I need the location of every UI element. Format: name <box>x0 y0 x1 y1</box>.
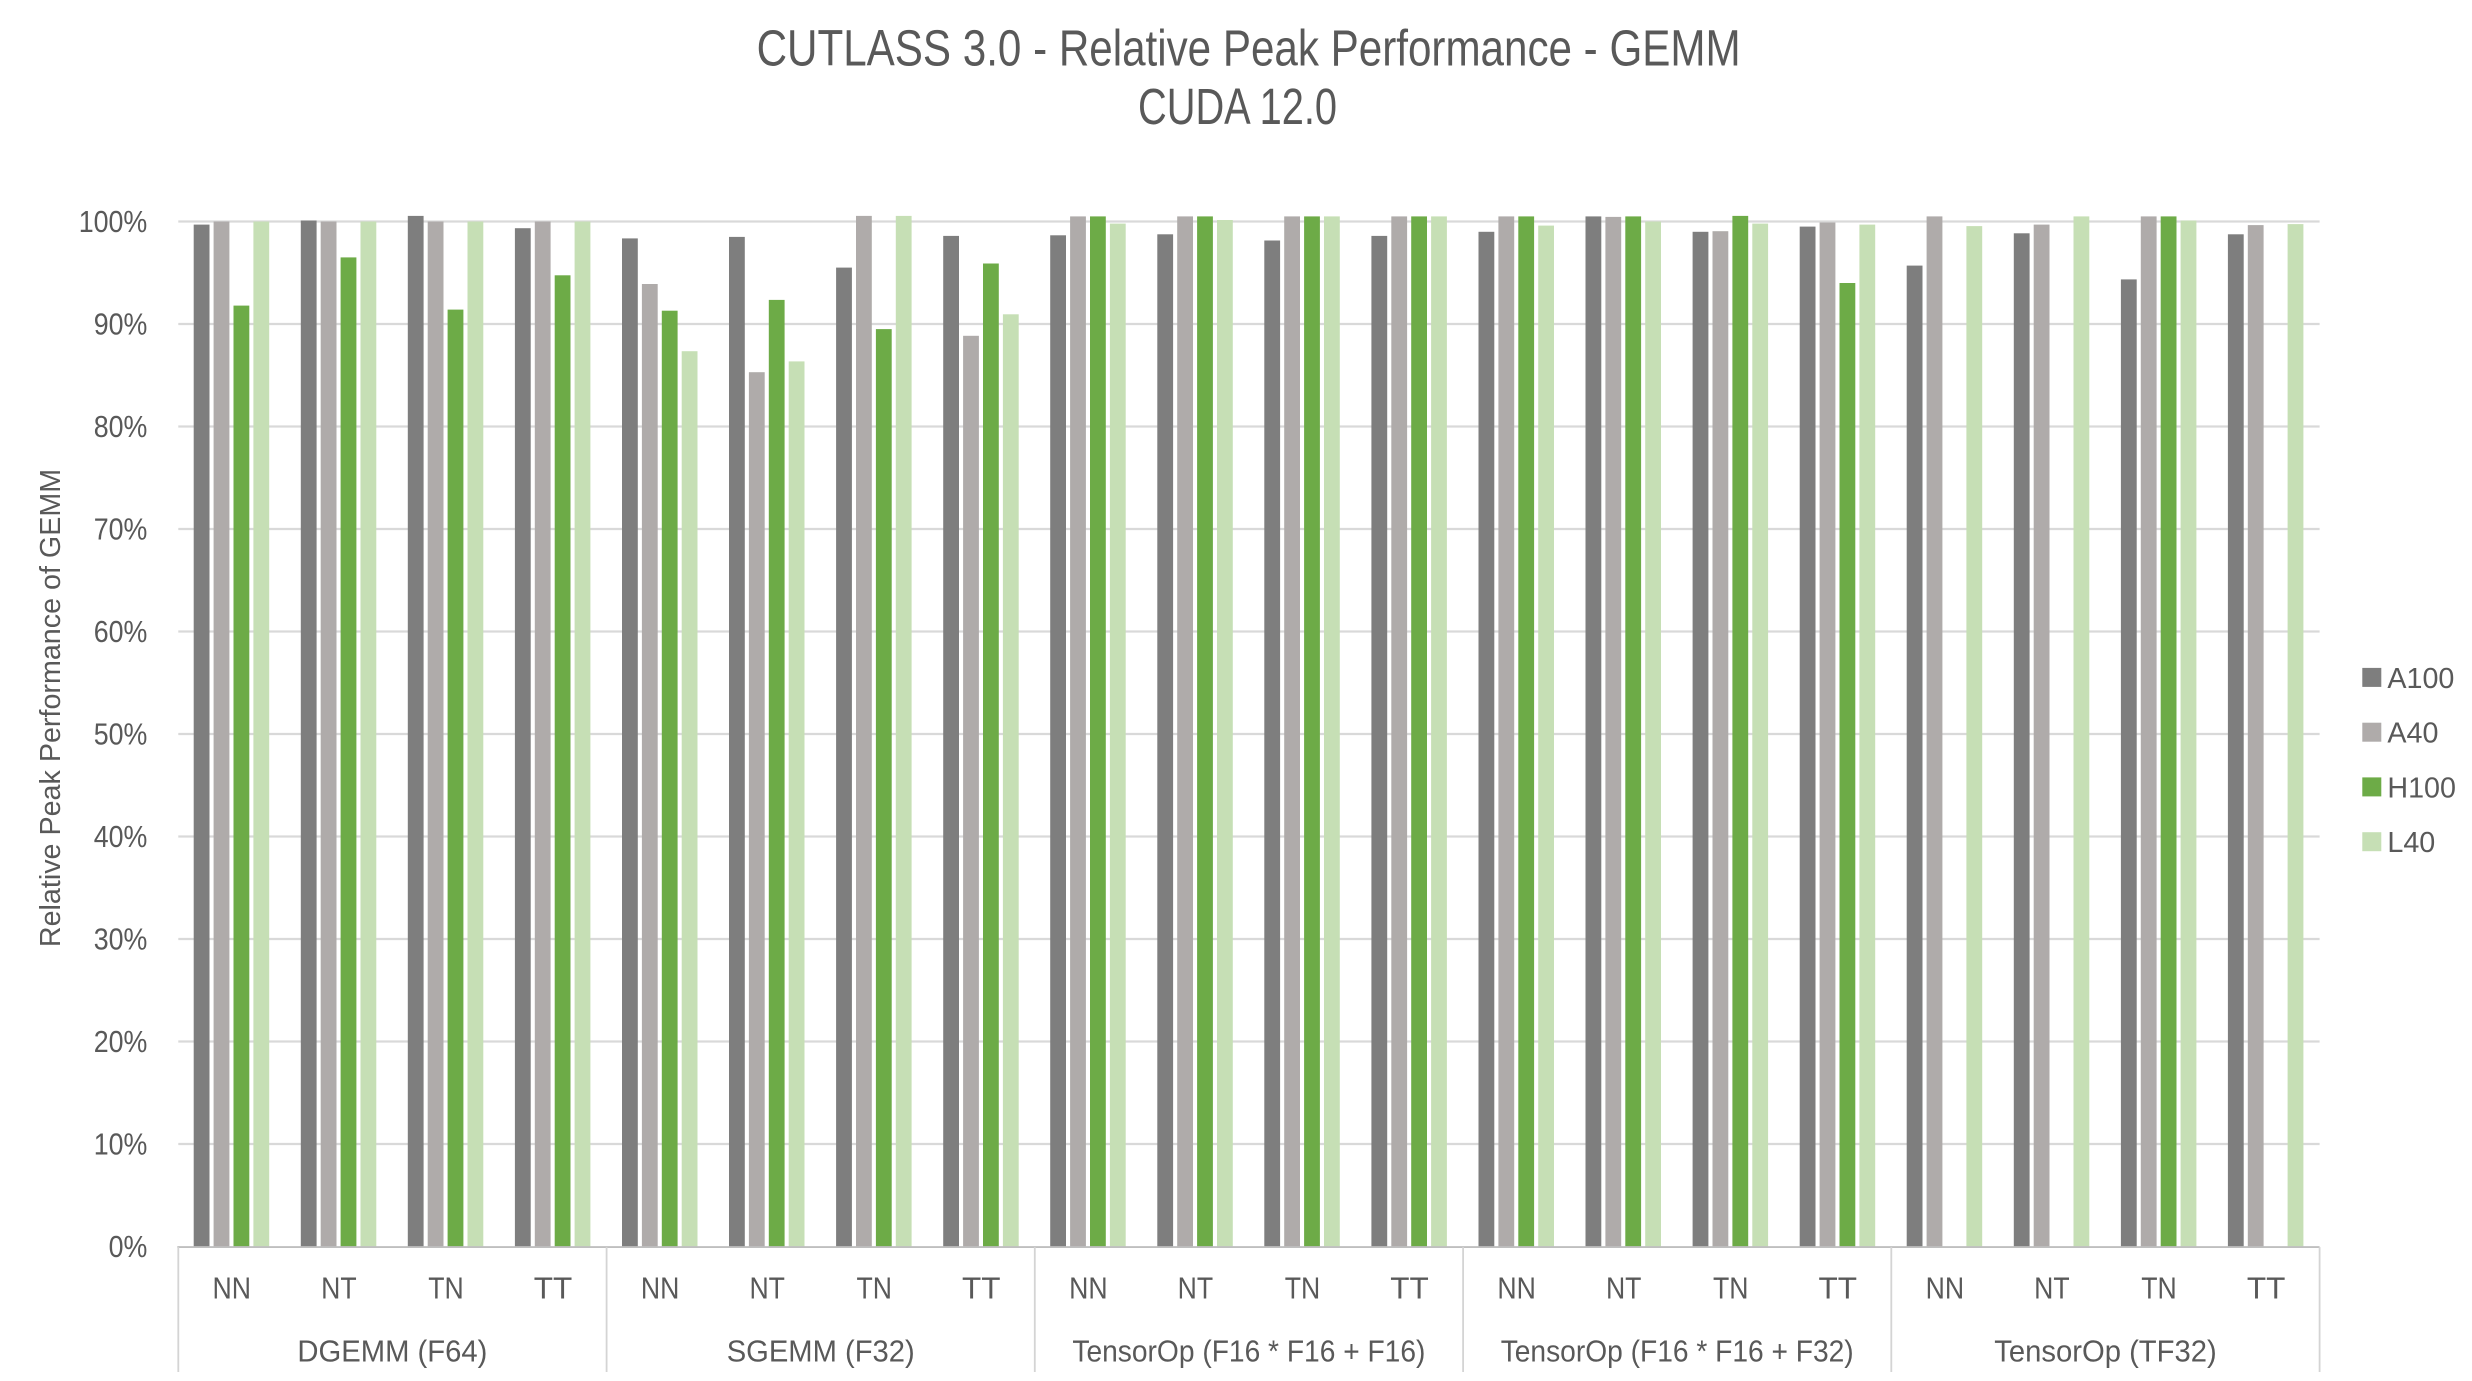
svg-text:100%: 100% <box>79 206 148 239</box>
svg-text:L40: L40 <box>2387 827 2435 859</box>
svg-text:TT: TT <box>1390 1273 1429 1306</box>
svg-text:NT: NT <box>321 1273 357 1306</box>
svg-text:TT: TT <box>962 1273 1001 1306</box>
svg-text:20%: 20% <box>94 1026 148 1059</box>
svg-text:TN: TN <box>1713 1273 1749 1306</box>
svg-text:TN: TN <box>428 1273 464 1306</box>
svg-text:H100: H100 <box>2387 772 2456 804</box>
svg-text:NN: NN <box>641 1273 680 1306</box>
svg-text:Relative Peak Performance of G: Relative Peak Performance of GEMM <box>35 469 67 947</box>
svg-text:60%: 60% <box>94 616 148 649</box>
svg-text:TensorOp (TF32): TensorOp (TF32) <box>1994 1336 2217 1369</box>
svg-text:30%: 30% <box>94 923 148 956</box>
svg-text:50%: 50% <box>94 718 148 751</box>
svg-text:NT: NT <box>1606 1273 1642 1306</box>
svg-text:TensorOp (F16 * F16 + F32): TensorOp (F16 * F16 + F32) <box>1501 1336 1854 1369</box>
svg-text:80%: 80% <box>94 411 148 444</box>
svg-text:NN: NN <box>1926 1273 1965 1306</box>
svg-text:NT: NT <box>749 1273 785 1306</box>
svg-text:NT: NT <box>1178 1273 1214 1306</box>
svg-text:0%: 0% <box>109 1231 148 1264</box>
svg-text:A40: A40 <box>2387 718 2438 750</box>
svg-text:NN: NN <box>213 1273 252 1306</box>
svg-text:NN: NN <box>1069 1273 1108 1306</box>
svg-text:A100: A100 <box>2387 663 2454 695</box>
svg-text:TN: TN <box>1285 1273 1321 1306</box>
svg-text:CUDA 12.0: CUDA 12.0 <box>1138 78 1337 135</box>
svg-text:TT: TT <box>2247 1273 2286 1306</box>
svg-text:TT: TT <box>1819 1273 1858 1306</box>
svg-text:CUTLASS 3.0 - Relative Peak Pe: CUTLASS 3.0 - Relative Peak Performance … <box>757 20 1741 77</box>
svg-text:TensorOp (F16 * F16 + F16): TensorOp (F16 * F16 + F16) <box>1072 1336 1425 1369</box>
svg-text:70%: 70% <box>94 513 148 546</box>
svg-text:NT: NT <box>2034 1273 2070 1306</box>
svg-text:40%: 40% <box>94 821 148 854</box>
svg-text:DGEMM (F64): DGEMM (F64) <box>297 1336 487 1369</box>
svg-text:10%: 10% <box>94 1128 148 1161</box>
svg-text:SGEMM (F32): SGEMM (F32) <box>727 1336 915 1369</box>
svg-text:TN: TN <box>856 1273 892 1306</box>
svg-text:90%: 90% <box>94 308 148 341</box>
svg-text:TT: TT <box>534 1273 573 1306</box>
svg-text:TN: TN <box>2141 1273 2177 1306</box>
svg-text:NN: NN <box>1497 1273 1536 1306</box>
